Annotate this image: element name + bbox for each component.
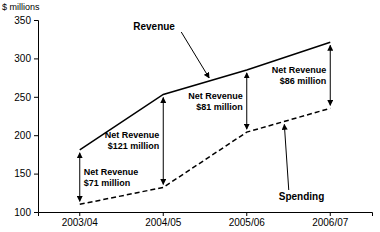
net-arrow (163, 97, 164, 184)
y-tick-mark (34, 20, 38, 21)
net-revenue-label-line: Net Revenue (188, 91, 243, 101)
y-tick: 150 (14, 168, 38, 179)
net-revenue-label-line: $81 million (196, 102, 243, 112)
y-axis-title: $ millions (2, 2, 40, 12)
y-tick-mark (34, 174, 38, 175)
y-tick-label: 150 (14, 168, 31, 179)
net-revenue-label: Net Revenue$81 million (188, 91, 243, 112)
y-tick-label: 350 (14, 15, 31, 26)
series-line (80, 42, 331, 150)
net-revenue-label: Net Revenue$121 million (105, 130, 160, 151)
x-tick: 2004/05 (145, 212, 182, 228)
x-tick-label: 2003/04 (62, 217, 99, 228)
y-tick-label: 300 (14, 53, 31, 64)
series-label: Revenue (133, 21, 175, 32)
x-axis-line (39, 213, 373, 217)
x-tick-label: 2005/06 (229, 217, 266, 228)
net-revenue-label: Net Revenue$71 million (84, 167, 139, 188)
x-tick-mark (163, 212, 164, 216)
series-pointer (284, 124, 288, 190)
x-tick: 2006/07 (312, 212, 349, 228)
y-tick: 250 (14, 92, 38, 103)
net-arrow (79, 153, 80, 202)
x-tick-mark (330, 212, 331, 216)
y-tick-mark (34, 97, 38, 98)
y-tick: 200 (14, 130, 38, 141)
chart: 1001502002503003502003/042004/052005/062… (0, 0, 380, 232)
y-tick-label: 200 (14, 130, 31, 141)
y-axis-line (34, 21, 39, 213)
net-revenue-label: Net Revenue$86 million (272, 65, 327, 86)
net-revenue-label-line: Net Revenue (105, 130, 160, 140)
y-tick-mark (34, 135, 38, 136)
x-axis: 2003/04 2004/05 2005/06 2006/07 (39, 212, 373, 228)
x-tick-mark (79, 212, 80, 216)
net-revenue-label-line: $121 million (108, 141, 160, 151)
series-label: Spending (279, 191, 325, 202)
y-tick-label: 250 (14, 92, 31, 103)
plot-area (80, 42, 331, 204)
y-tick-label: 100 (14, 207, 31, 218)
x-tick-label: 2006/07 (312, 217, 349, 228)
series-labels: Revenue Spending (133, 21, 324, 202)
net-arrow (246, 73, 247, 129)
x-tick: 2005/06 (229, 212, 266, 228)
annotations: Net Revenue$71 millionNet Revenue$121 mi… (80, 45, 331, 201)
net-revenue-label-line: Net Revenue (272, 65, 327, 75)
net-revenue-label-line: Net Revenue (84, 167, 139, 177)
x-tick-mark (246, 212, 247, 216)
net-revenue-label-line: $71 million (84, 178, 131, 188)
y-tick: 350 (14, 15, 38, 26)
y-tick-mark (34, 58, 38, 59)
series-pointer (181, 32, 209, 78)
net-arrow (330, 45, 331, 105)
series-line (80, 108, 331, 204)
x-tick-label: 2004/05 (145, 217, 182, 228)
y-tick: 100 (14, 207, 38, 218)
net-revenue-label-line: $86 million (280, 76, 327, 86)
y-tick-mark (34, 212, 38, 213)
x-tick: 2003/04 (62, 212, 99, 228)
y-tick: 300 (14, 53, 38, 64)
y-axis: 100 150 200 250 300 350 (14, 15, 38, 218)
